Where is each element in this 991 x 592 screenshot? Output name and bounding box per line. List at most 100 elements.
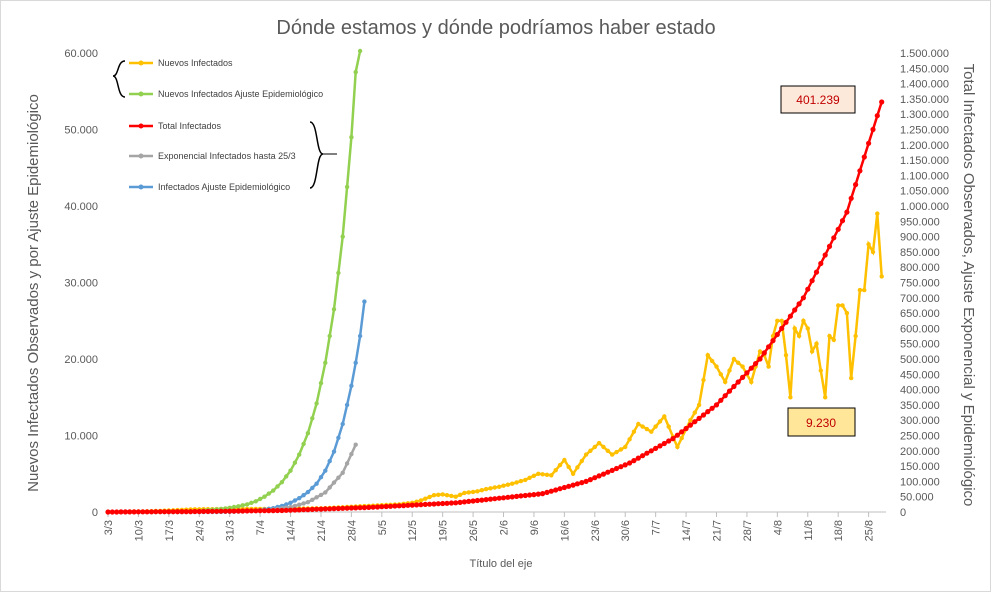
y-right-tick-label: 1.300.000 <box>900 109 949 121</box>
data-point <box>831 337 836 343</box>
data-point <box>592 475 598 481</box>
data-point <box>253 508 259 514</box>
data-point <box>440 492 445 497</box>
data-point <box>114 509 120 515</box>
data-point <box>687 422 694 428</box>
data-point <box>701 377 706 383</box>
data-point <box>675 444 680 450</box>
y-left-tick-label: 30.000 <box>64 278 98 290</box>
data-point <box>653 445 659 451</box>
y-left-tick-label: 10.000 <box>64 431 98 443</box>
data-point <box>836 303 841 308</box>
data-point <box>600 471 607 477</box>
y-right-tick-label: 250.000 <box>900 431 940 443</box>
y-right-tick-label: 300.000 <box>900 415 940 427</box>
data-point <box>570 471 576 476</box>
data-point <box>809 349 815 354</box>
y-right-tick-label: 500.000 <box>900 354 940 366</box>
y-right-tick-label: 1.450.000 <box>900 63 949 75</box>
data-point <box>453 500 459 506</box>
data-point <box>444 493 450 498</box>
x-tick-label: 7/4 <box>255 520 267 535</box>
data-point <box>344 402 350 408</box>
data-point <box>135 509 141 515</box>
data-point <box>561 484 568 491</box>
x-tick-label: 28/4 <box>346 520 358 541</box>
x-tick-label: 14/4 <box>286 520 298 541</box>
data-point <box>583 452 589 457</box>
x-tick-label: 31/3 <box>225 520 237 541</box>
data-point <box>301 441 306 447</box>
data-point <box>327 458 332 464</box>
data-point <box>618 464 624 470</box>
data-point <box>327 333 332 339</box>
data-point <box>174 509 181 515</box>
data-point <box>809 278 815 284</box>
data-point <box>161 509 168 515</box>
series-4 <box>105 299 367 515</box>
data-point <box>310 485 315 491</box>
y-left-tick-label: 50.000 <box>64 125 98 137</box>
data-point <box>261 508 268 514</box>
data-point <box>301 501 306 506</box>
y-right-tick-label: 550.000 <box>900 339 940 351</box>
data-point <box>301 493 306 498</box>
y-right-tick-label: 200.000 <box>900 446 940 458</box>
data-point <box>436 492 441 497</box>
data-point <box>323 490 328 495</box>
data-point <box>314 401 319 406</box>
y-right-tick-label: 450.000 <box>900 369 940 381</box>
data-point <box>305 507 311 513</box>
data-point <box>236 504 241 509</box>
data-point <box>362 299 367 304</box>
data-point <box>157 509 163 515</box>
data-point <box>301 507 307 513</box>
data-point <box>801 318 806 323</box>
data-point <box>370 504 376 510</box>
data-point <box>240 508 246 514</box>
data-point <box>601 444 606 450</box>
data-point <box>857 168 863 174</box>
data-point <box>505 482 511 487</box>
y-right-tick-label: 1.100.000 <box>900 170 949 182</box>
data-point <box>127 509 133 515</box>
x-tick-label: 30/6 <box>620 520 632 541</box>
data-point <box>457 492 463 497</box>
data-point <box>544 472 550 477</box>
x-tick-label: 7/7 <box>651 520 663 535</box>
data-point <box>336 435 341 440</box>
data-point <box>536 471 541 476</box>
data-point <box>631 458 637 464</box>
data-point <box>631 429 637 434</box>
data-point <box>653 424 658 429</box>
callout-total-text: 401.239 <box>796 93 840 107</box>
data-point <box>740 364 745 369</box>
data-point <box>344 184 350 190</box>
data-point <box>284 474 289 479</box>
y-right-tick-label: 1.500.000 <box>900 48 949 60</box>
data-point <box>657 419 663 424</box>
y-right-tick-label: 650.000 <box>900 308 940 320</box>
data-point <box>248 508 254 514</box>
data-point <box>618 447 624 452</box>
legend-swatch-marker <box>138 123 144 129</box>
data-point <box>427 501 433 507</box>
x-tick-label: 10/3 <box>133 520 145 541</box>
data-point <box>822 252 828 258</box>
data-point <box>666 438 672 444</box>
data-point <box>500 495 507 501</box>
data-point <box>709 405 715 411</box>
data-point <box>314 506 320 512</box>
data-point <box>575 465 580 470</box>
data-point <box>357 333 363 339</box>
data-point <box>336 270 341 276</box>
data-point <box>849 375 854 381</box>
x-tick-label: 28/7 <box>742 520 754 541</box>
data-point <box>705 353 710 358</box>
series-line <box>108 101 883 514</box>
y-right-tick-label: 1.400.000 <box>900 79 949 91</box>
data-point <box>870 126 876 133</box>
data-point <box>357 48 363 54</box>
data-point <box>374 504 381 510</box>
data-point <box>661 440 667 447</box>
